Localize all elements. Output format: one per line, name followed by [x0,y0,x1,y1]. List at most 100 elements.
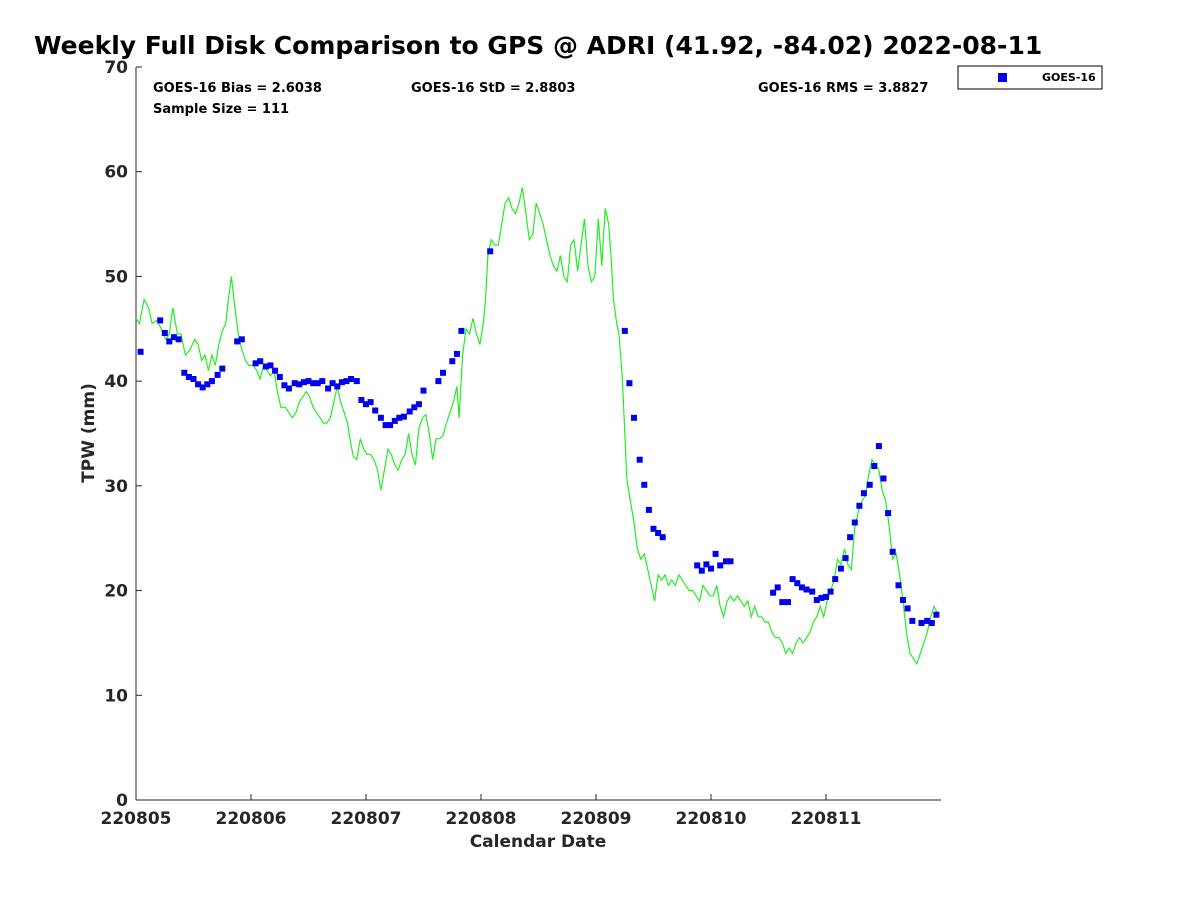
goes-point [924,617,931,624]
goes-point [659,534,666,541]
goes-point [319,378,326,385]
goes-point [823,593,829,600]
goes-point [803,586,810,593]
y-tick-label: 20 [104,582,128,602]
goes-point [396,414,403,421]
goes-point [343,378,350,385]
goes-point [650,525,657,532]
sample-size-stat: Sample Size = 111 [153,102,289,117]
goes-point [487,248,494,255]
goes-point [157,317,164,324]
goes-point [698,567,705,574]
goes-point [387,422,394,429]
y-tick-label: 30 [104,477,128,497]
legend-label: GOES-16 [1042,71,1096,84]
x-tick-label: 220807 [331,809,402,829]
goes-point [137,348,144,355]
goes-point [440,369,446,376]
goes-point [185,374,192,380]
x-tick-label: 220805 [101,809,172,829]
goes-point [631,414,637,421]
goes-point [723,558,729,565]
goes-point [348,376,355,382]
goes-point [257,358,264,365]
x-tick-label: 220808 [446,809,517,829]
goes-point [818,594,825,601]
goes-point [353,378,360,385]
y-axis: 0 10 20 30 40 50 60 70 [104,58,142,811]
goes-point [909,617,916,624]
goes-point [291,380,298,387]
goes-point [856,502,863,509]
goes-point [296,381,303,388]
goes-point [837,565,844,572]
goes-series [137,248,940,626]
goes-point [626,380,633,387]
goes-point [889,548,896,555]
goes-point [717,562,724,569]
goes-point [411,404,418,411]
goes-point [458,327,465,334]
y-tick-label: 60 [104,163,128,183]
goes-point [276,374,283,380]
goes-point [880,475,887,482]
goes-point [655,530,662,536]
y-tick-label: 10 [104,686,128,706]
goes-point [918,620,925,626]
goes-point [406,408,413,415]
goes-point [325,385,332,392]
goes-point [170,334,177,341]
goes-point [904,605,911,612]
goes-point [827,588,834,595]
goes-point [453,350,460,357]
goes-point [314,380,321,387]
goes-point [400,413,407,420]
gps-series [135,187,939,666]
goes-point [214,371,221,378]
goes-point [809,588,816,595]
goes-point [785,599,791,606]
goes-point [281,382,288,389]
goes-point [367,399,374,406]
goes-point [238,336,245,343]
goes-point [305,378,312,385]
goes-point [727,558,734,565]
y-axis-label: TPW (mm) [79,383,99,483]
goes-point [832,576,839,583]
goes-point [161,330,168,336]
y-tick-label: 70 [104,58,128,78]
y-tick-label: 50 [104,267,128,287]
goes-point [358,397,365,403]
goes-point [798,584,805,591]
goes-point [181,369,188,376]
x-axis: 220805 220806 220807 220808 220809 220810 2208… [101,794,861,829]
goes-point [300,379,307,386]
x-axis-label: Calendar Date [470,832,607,852]
goes-point [794,580,801,587]
legend: GOES-16 [957,65,1103,90]
goes-point [449,358,456,365]
x-tick-label: 220810 [676,809,747,829]
goes-point [895,582,902,589]
goes-point [285,385,292,392]
goes-point [204,381,211,388]
plot-frame [135,67,941,801]
goes-point [866,481,873,488]
goes-point [636,456,643,463]
goes-point [641,481,648,488]
chart-title: Weekly Full Disk Comparison to GPS @ ADR… [34,31,1042,60]
goes-point [195,381,202,388]
goes-point [770,589,777,596]
goes-point [391,417,398,424]
y-tick-label: 0 [116,791,128,811]
goes-point [645,506,652,513]
goes-point [842,555,849,562]
rms-stat: GOES-16 RMS = 3.8827 [758,81,928,96]
goes-point [234,338,241,345]
legend-box [957,65,1103,90]
goes-point [847,534,854,541]
x-tick-label: 220809 [561,809,632,829]
x-tick-label: 220806 [216,809,287,829]
goes-point [175,336,182,343]
goes-point [415,401,422,408]
